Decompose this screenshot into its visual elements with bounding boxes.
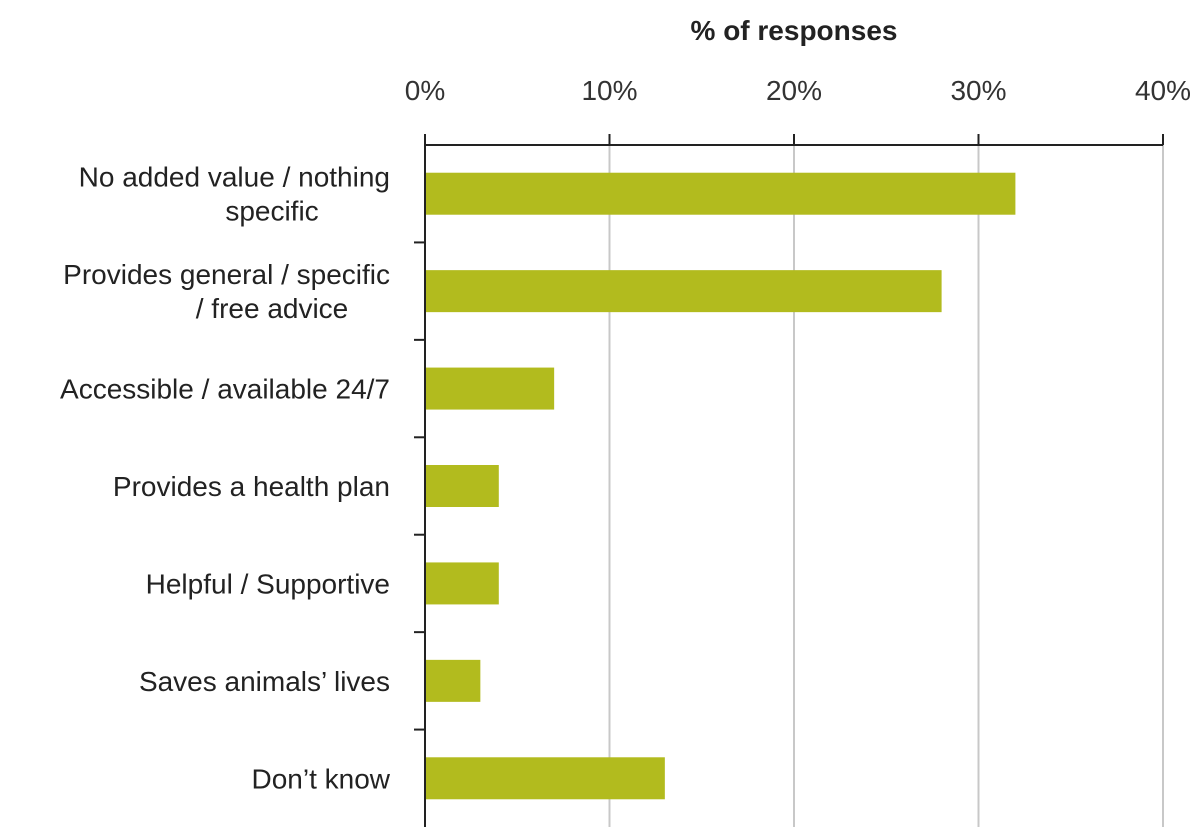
category-label: Don’t know [251, 763, 390, 794]
category-label: Provides general / specific / free advice [63, 259, 390, 324]
category-labels: No added value / nothing specific Provides… [60, 162, 391, 795]
category-label-line: Helpful / Supportive [146, 568, 390, 599]
x-tick-label: 30% [950, 75, 1006, 106]
x-axis-ticks: 0% 10% 20% 30% 40% [405, 75, 1191, 145]
category-label-line: specific [225, 196, 318, 227]
category-label: Saves animals’ lives [139, 666, 390, 697]
category-label: No added value / nothing specific [79, 162, 390, 227]
x-tick-label: 0% [405, 75, 445, 106]
bars [425, 172, 1016, 800]
category-label-line: Accessible / available 24/7 [60, 374, 390, 405]
bar [425, 367, 555, 410]
category-label-line: Don’t know [251, 763, 390, 794]
category-label-line: Provides general / specific [63, 259, 390, 290]
bar [425, 757, 665, 800]
category-label-line: No added value / nothing [79, 162, 390, 193]
bar [425, 659, 481, 702]
category-label: Accessible / available 24/7 [60, 374, 390, 405]
bar [425, 562, 499, 605]
gridlines [608, 145, 1164, 827]
x-tick-label: 40% [1135, 75, 1191, 106]
category-label: Helpful / Supportive [146, 568, 390, 599]
bar [425, 172, 1016, 215]
category-label-line: Saves animals’ lives [139, 666, 390, 697]
category-label: Provides a health plan [113, 471, 390, 502]
category-label-line: Provides a health plan [113, 471, 390, 502]
bar [425, 270, 942, 313]
bar [425, 465, 499, 507]
category-label-line: / free advice [196, 293, 349, 324]
x-axis-title: % of responses [691, 15, 898, 46]
x-tick-label: 20% [766, 75, 822, 106]
x-tick-label: 10% [581, 75, 637, 106]
y-axis [414, 144, 1163, 827]
